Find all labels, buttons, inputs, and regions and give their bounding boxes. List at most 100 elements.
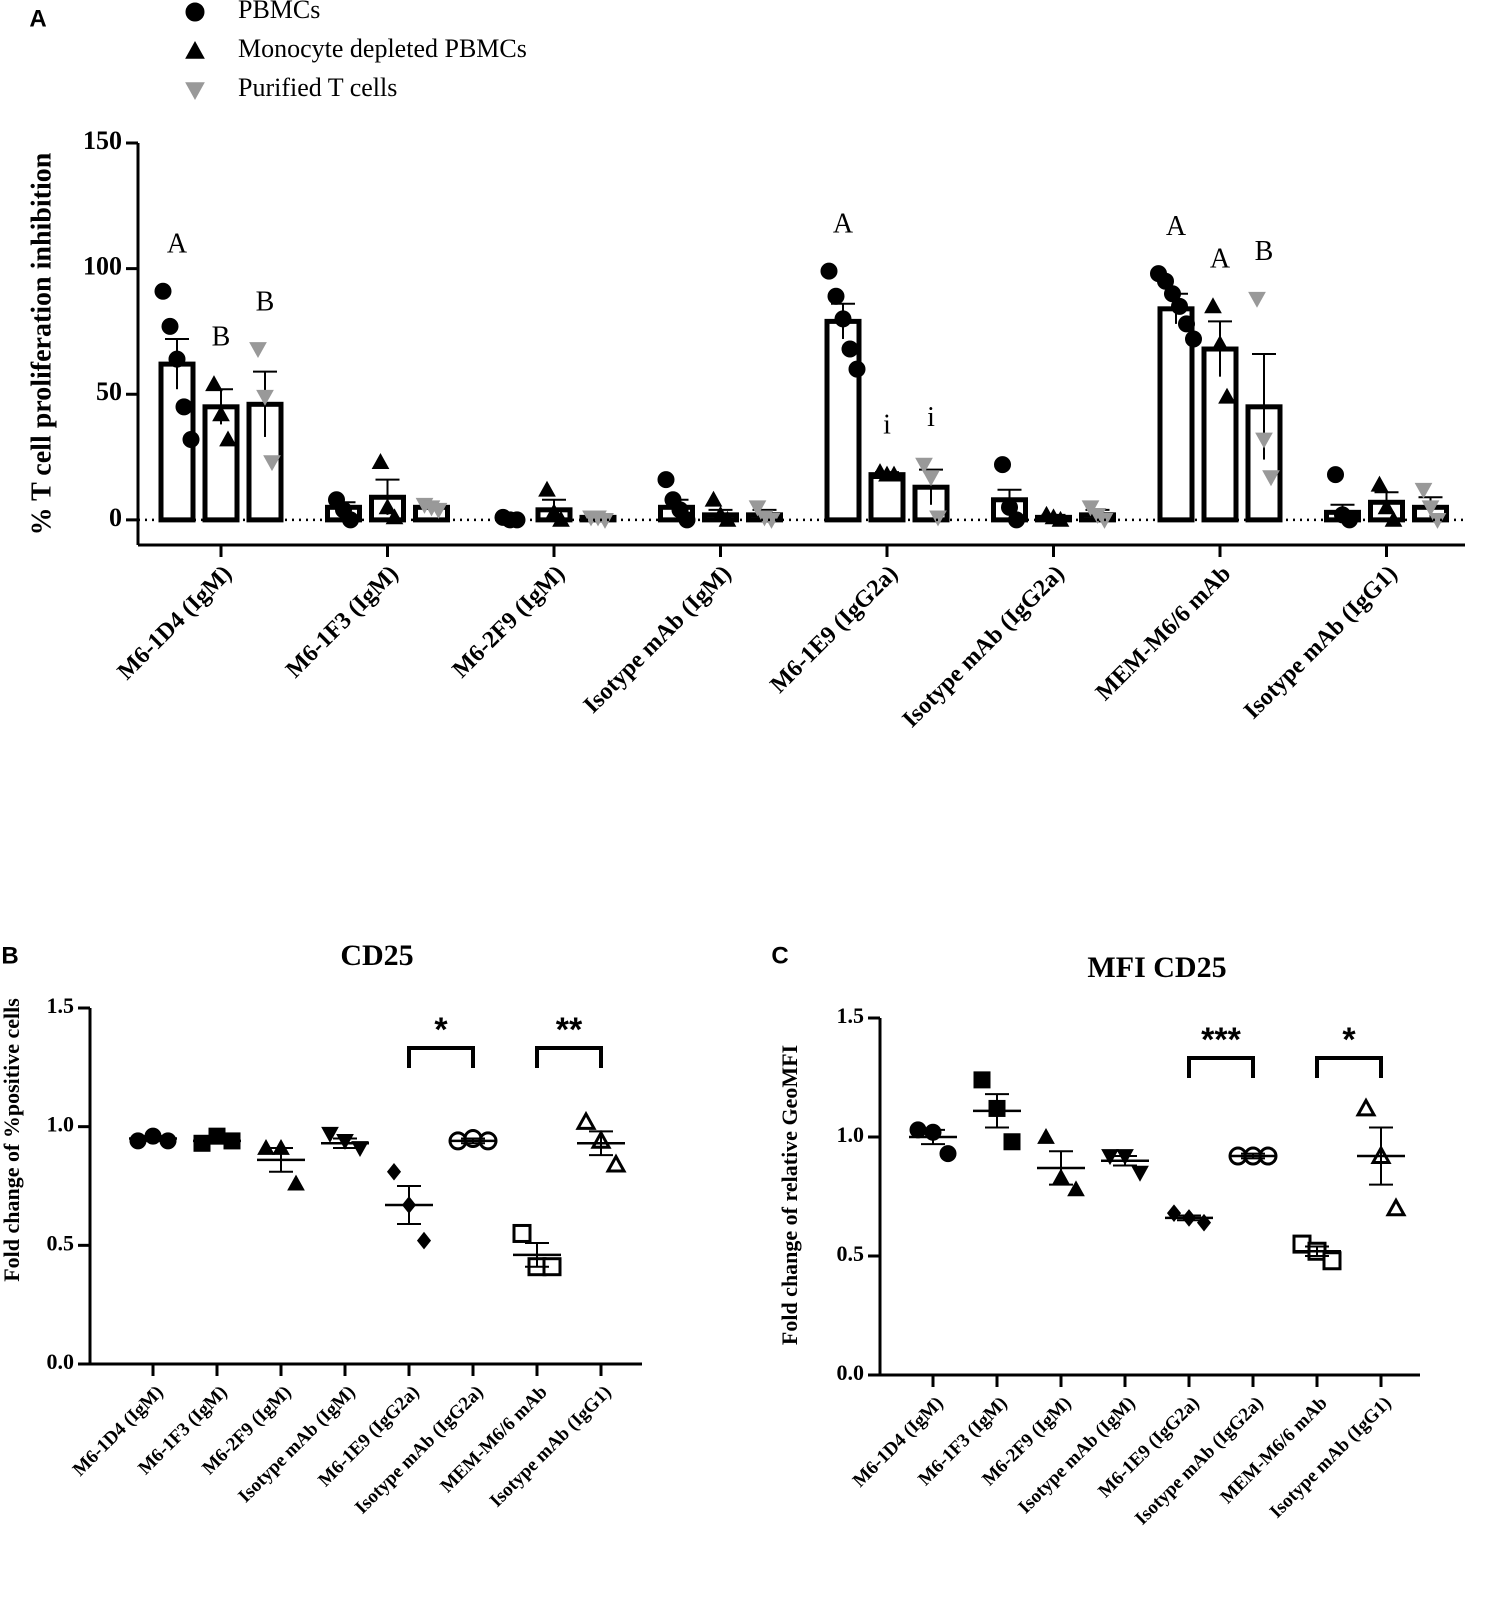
point: [885, 465, 903, 482]
y-tick-label: 0.5: [47, 1230, 75, 1255]
point: [915, 457, 933, 474]
point: [1262, 470, 1280, 487]
y-tick-label: 150: [83, 126, 122, 155]
significance-label: *: [1342, 1021, 1356, 1059]
point: [922, 470, 940, 487]
point: [841, 340, 859, 358]
y-tick-label: 1.0: [837, 1122, 865, 1147]
point: [1067, 1180, 1085, 1197]
x-tick-label: Isotype mAb (IgG1): [1239, 561, 1403, 725]
point: [371, 453, 390, 469]
point: [219, 430, 237, 447]
point: [249, 342, 267, 359]
legend-marker: [185, 2, 205, 22]
point: [512, 1223, 532, 1243]
x-tick-label: M6-1D4 (IgM): [113, 561, 237, 685]
y-axis-label: Fold change of %positive cells: [0, 998, 24, 1282]
x-tick-label: MEM-M6/6 mAb: [436, 1382, 551, 1497]
y-axis-label: Fold change of relative GeoMFI: [777, 1045, 802, 1345]
point: [168, 350, 186, 368]
annotation: B: [1255, 236, 1274, 267]
y-axis-label: % T cell proliferation inhibition: [26, 152, 57, 535]
y-tick-label: 1.0: [47, 1112, 75, 1137]
point: [973, 1071, 991, 1089]
point: [1377, 498, 1396, 515]
significance-label: *: [434, 1011, 448, 1049]
point: [1185, 330, 1202, 348]
point: [1003, 1133, 1021, 1151]
point: [429, 502, 448, 519]
panel-label: B: [1, 942, 18, 969]
point: [1211, 334, 1229, 351]
point: [263, 455, 281, 472]
point: [1255, 432, 1273, 449]
point: [939, 1145, 957, 1163]
significance-bracket: [1315, 1056, 1383, 1078]
point: [657, 471, 675, 489]
legend-marker: [185, 82, 205, 101]
point: [545, 503, 563, 520]
x-tick-label: M6-1F3 (IgM): [281, 561, 404, 684]
point: [1131, 1165, 1149, 1182]
panel-label: A: [29, 5, 46, 32]
annotation: B: [212, 322, 231, 353]
x-tick-label: MEM-M6/6 mAb: [1216, 1393, 1331, 1508]
significance-bracket: [1187, 1056, 1255, 1078]
point: [1355, 1097, 1377, 1117]
point: [212, 405, 230, 422]
y-tick-label: 0: [109, 503, 122, 532]
annotation: i: [927, 402, 935, 433]
x-tick-label: M6-1E9 (IgG2a): [765, 561, 903, 699]
y-tick-label: 0.0: [47, 1349, 75, 1374]
y-tick-label: 50: [96, 377, 122, 406]
point: [929, 510, 947, 527]
point: [287, 1174, 305, 1191]
x-tick-label: MEM-M6/6 mAb: [1091, 561, 1236, 706]
point: [1008, 511, 1025, 529]
point: [161, 317, 179, 335]
point: [182, 430, 200, 448]
point: [827, 287, 845, 305]
significance-label: ***: [1201, 1021, 1241, 1059]
legend-label: Purified T cells: [238, 73, 397, 102]
point: [256, 389, 274, 406]
point: [704, 490, 723, 507]
annotation: A: [167, 229, 188, 260]
point: [321, 1126, 339, 1143]
significance-bracket: [407, 1046, 475, 1068]
annotation: A: [833, 209, 854, 240]
y-tick-label: 100: [83, 252, 122, 281]
point: [1327, 466, 1344, 484]
point: [416, 1231, 432, 1250]
point: [994, 456, 1011, 474]
x-tick-label: M6-2F9 (IgM): [448, 561, 571, 684]
y-tick-label: 1.5: [47, 993, 75, 1018]
point: [538, 480, 556, 497]
point: [820, 262, 838, 280]
point: [1218, 387, 1236, 404]
x-tick-label: Isotype mAb (IgM): [579, 561, 737, 719]
point: [848, 360, 866, 378]
point: [834, 310, 852, 328]
annotation: A: [1210, 244, 1231, 275]
bar: [1201, 346, 1239, 523]
point: [1421, 500, 1440, 517]
point: [575, 1110, 597, 1130]
point: [1384, 510, 1403, 527]
point: [748, 500, 767, 517]
y-tick-label: 0.5: [837, 1241, 865, 1266]
point: [1248, 291, 1266, 308]
legend-label: Monocyte depleted PBMCs: [238, 34, 527, 63]
point: [1204, 297, 1222, 314]
legend-label: PBMCs: [238, 0, 320, 24]
point: [386, 1162, 402, 1181]
point: [1414, 482, 1433, 499]
point: [205, 375, 223, 392]
x-tick-label: Isotype mAb (IgG1): [1266, 1393, 1396, 1523]
point: [1370, 475, 1389, 492]
x-tick-label: Isotype mAb (IgM): [234, 1382, 359, 1507]
point: [378, 498, 397, 515]
point: [1385, 1197, 1407, 1217]
point: [1178, 315, 1195, 333]
panel-label: C: [771, 942, 788, 969]
